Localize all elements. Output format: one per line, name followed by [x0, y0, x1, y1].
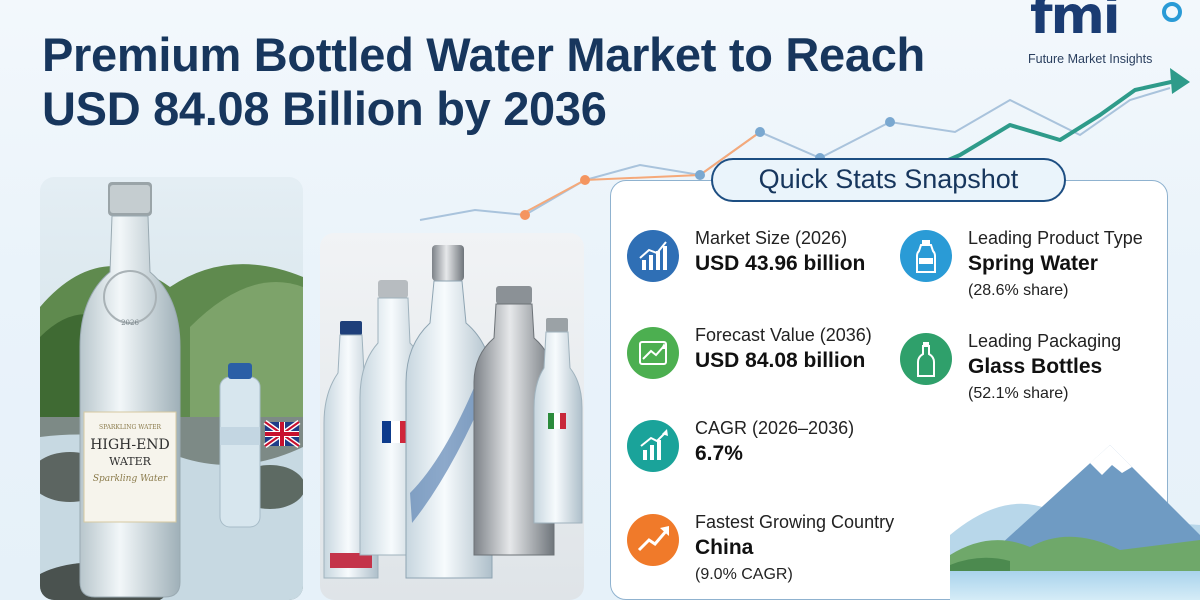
stat-value: Glass Bottles	[968, 355, 1103, 378]
water-bottle-icon	[900, 230, 952, 282]
growth-arrows-icon	[627, 327, 679, 379]
brand-line-1: HIGH-END	[90, 437, 170, 453]
logo-name: Future Market Insights	[1028, 52, 1153, 66]
stat-value: USD 43.96 billion	[695, 252, 866, 275]
fmi-logo: fmi Future Market Insights	[1022, 0, 1200, 70]
logo-mark: fmi	[1030, 0, 1121, 46]
logo-dot-icon	[1162, 2, 1182, 22]
page-title: Premium Bottled Water Market to Reach US…	[42, 28, 925, 136]
brand-line-2: WATER	[109, 455, 151, 468]
glass-bottle-icon	[900, 333, 952, 385]
stat-sub: (28.6% share)	[968, 282, 1069, 299]
stat-label: Market Size (2026)	[695, 228, 848, 248]
brand-script: Sparkling Water	[93, 474, 168, 484]
product-photo-nature: SPARKLING WATER HIGH-END WATER Sparkling…	[40, 177, 303, 600]
stat-sub: (52.1% share)	[968, 385, 1069, 402]
stat-label: Fastest Growing Country	[695, 512, 895, 532]
stat-value: China	[695, 536, 754, 559]
stat-label: Leading Product Type	[968, 228, 1143, 248]
bar-chart-icon	[627, 230, 679, 282]
stat-value: 6.7%	[695, 442, 743, 465]
stat-value: Spring Water	[968, 252, 1098, 275]
stat-label: Leading Packaging	[968, 331, 1122, 351]
bottle-year: 2026	[121, 319, 139, 327]
label-top-text: SPARKLING WATER	[99, 424, 161, 431]
stat-value: USD 84.08 billion	[695, 349, 866, 372]
trend-arrow-icon	[627, 514, 679, 566]
stat-label: Forecast Value (2036)	[695, 325, 872, 345]
stat-label: CAGR (2026–2036)	[695, 418, 855, 438]
title-line-1: Premium Bottled Water Market to Reach	[42, 28, 925, 81]
title-line-2: USD 84.08 Billion by 2036	[42, 82, 607, 135]
mountain-landscape-icon	[950, 445, 1200, 600]
chart-growth-icon	[627, 420, 679, 472]
snapshot-heading: Quick Stats Snapshot	[711, 158, 1066, 202]
product-photo-lineup	[320, 233, 584, 600]
stat-sub: (9.0% CAGR)	[695, 566, 793, 583]
